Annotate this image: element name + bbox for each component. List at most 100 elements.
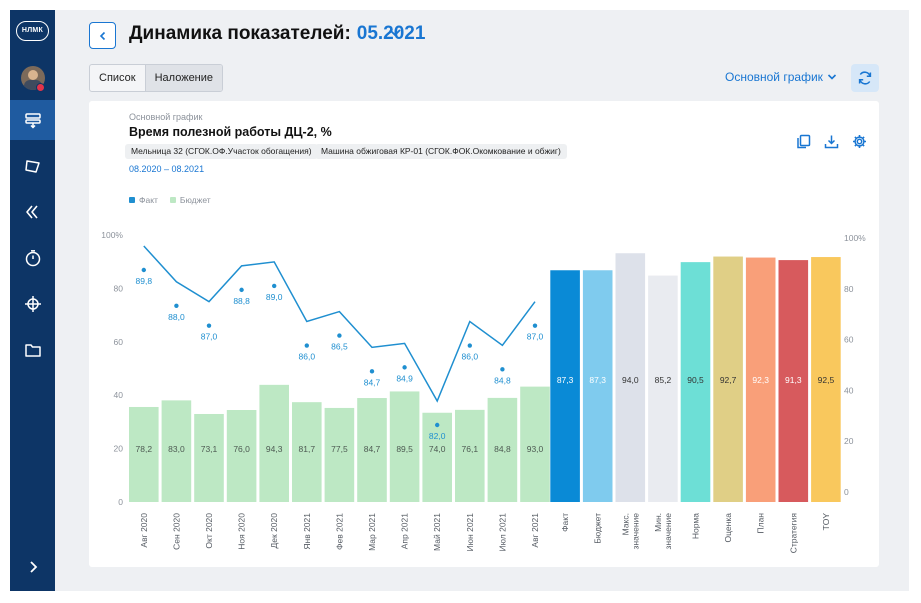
bar-value-label: 92,3 <box>752 375 769 385</box>
date-range[interactable]: 08.2020 – 08.2021 <box>129 164 205 174</box>
gear-icon <box>852 134 866 148</box>
polygon-icon <box>24 160 40 173</box>
view-switch: Список Наложение <box>89 64 224 92</box>
fact-value-label: 88,8 <box>233 296 250 306</box>
budget-bar <box>324 407 355 502</box>
sidebar-item-polygon[interactable] <box>10 146 55 186</box>
x-tick-label: Оценка <box>723 513 733 543</box>
bar-value-label: 87,3 <box>557 375 574 385</box>
avatar-face <box>28 70 38 80</box>
summary-bar <box>550 270 580 502</box>
summary-bar <box>648 275 678 502</box>
chart: 0 20 40 60 80 100% 0 20 40 60 80 100% 78,2 83,0 73,1 76… <box>101 230 866 554</box>
y-tick-label: 40 <box>114 390 124 400</box>
budget-bar <box>357 398 387 502</box>
y-tick-label: 20 <box>114 444 124 454</box>
x-tick-label: Окт 2020 <box>204 513 214 549</box>
legend-label: Факт <box>139 195 158 205</box>
crosshair-icon <box>24 296 41 312</box>
settings-button[interactable] <box>851 133 867 149</box>
bar-value-label: 85,2 <box>655 375 672 385</box>
legend-swatch <box>129 197 135 203</box>
budget-bar <box>259 384 289 502</box>
summary-bar <box>582 270 613 502</box>
bar-value-label: 74,0 <box>429 444 446 454</box>
x-tick-label: План <box>756 513 766 534</box>
budget-bar <box>422 412 452 502</box>
timer-icon <box>25 250 40 267</box>
filter-chip[interactable]: Мельница 32 (СГОК.ОФ.Участок обогащения) <box>125 144 318 159</box>
x-tick-label: значение <box>663 513 673 550</box>
fact-series-line <box>143 245 536 403</box>
fact-value-label: 82,0 <box>429 431 446 441</box>
fact-value-label: 89,8 <box>136 276 153 286</box>
summary-bar <box>811 257 841 502</box>
fact-point <box>500 367 505 372</box>
tab-overlay[interactable]: Наложение <box>144 65 223 91</box>
fact-point <box>369 369 375 374</box>
sidebar-item-crosshair[interactable] <box>10 284 55 324</box>
app-frame: НЛМК Динамика показателей: 05. <box>10 10 909 591</box>
legend-item-fact[interactable]: Факт <box>129 195 158 205</box>
bar-value-label: 76,1 <box>462 444 479 454</box>
fact-point <box>239 287 244 293</box>
bar-value-label: 76,0 <box>233 444 250 454</box>
sidebar-item-chevrons[interactable] <box>10 192 55 232</box>
x-tick-label: Фев 2021 <box>334 513 344 550</box>
logo[interactable]: НЛМК <box>16 21 49 41</box>
fact-point <box>532 323 538 328</box>
refresh-button[interactable] <box>851 64 879 92</box>
bar-value-label: 77,5 <box>331 444 348 454</box>
avatar[interactable] <box>21 66 45 90</box>
chevron-right-icon <box>29 561 37 573</box>
download-button[interactable] <box>823 133 839 149</box>
y-tick-label: 60 <box>844 335 854 345</box>
x-tick-label: Авг 2020 <box>139 513 149 548</box>
page-title: Динамика показателей: 05.2021 <box>129 23 425 45</box>
tab-list[interactable]: Список <box>99 72 136 84</box>
bar-value-label: 92,5 <box>818 375 835 385</box>
sidebar-item-folder[interactable] <box>10 330 55 370</box>
budget-bar <box>292 402 322 502</box>
back-button[interactable] <box>89 22 116 49</box>
y-tick-label: 0 <box>844 487 849 497</box>
bar-value-label: 94,0 <box>622 375 639 385</box>
folder-icon <box>24 344 41 357</box>
bar-value-label: 84,8 <box>494 444 511 454</box>
copy-button[interactable] <box>795 133 811 149</box>
legend-item-budget[interactable]: Бюджет <box>169 195 211 205</box>
filter-chip[interactable]: Машина обжиговая КР-01 (СГОК.ФОК.Окомков… <box>315 144 567 159</box>
bar-value-label: 84,7 <box>364 444 381 454</box>
sidebar-expand-button[interactable] <box>10 551 55 583</box>
x-tick-label: значение <box>630 513 640 550</box>
x-tick-label: Сен 2020 <box>171 513 181 550</box>
chevron-down-icon[interactable] <box>388 28 402 38</box>
bar-value-label: 87,3 <box>589 375 606 385</box>
x-tick-label: Июл 2021 <box>497 513 507 552</box>
bar-value-label: 91,3 <box>785 375 802 385</box>
budget-bar <box>129 406 159 502</box>
chart-card: 0 20 40 60 80 100% 0 20 40 60 80 100% 78,2 83,0 73,1 76… <box>89 101 879 567</box>
status-badge <box>36 83 45 92</box>
sidebar-item-layers[interactable] <box>10 100 55 140</box>
fact-point <box>304 343 309 348</box>
summary-bar <box>778 260 809 502</box>
bar-value-label: 81,7 <box>299 444 316 454</box>
refresh-icon <box>858 71 872 85</box>
chart-selector-label: Основной график <box>725 70 823 84</box>
fact-value-label: 84,7 <box>364 377 381 387</box>
fact-point <box>206 323 212 328</box>
chevron-left-icon <box>99 31 105 40</box>
x-tick-label: Макс. <box>620 513 630 535</box>
sidebar-item-timer[interactable] <box>10 238 55 278</box>
chevron-down-icon <box>827 74 836 80</box>
budget-bar <box>226 410 257 502</box>
period-select[interactable]: 05.2021 <box>356 23 426 44</box>
x-tick-label: Ноя 2020 <box>237 513 247 550</box>
x-tick-label: Стратегия <box>788 513 798 554</box>
x-tick-label: Бюджет <box>593 513 603 544</box>
fact-point <box>402 365 407 370</box>
bar-value-label: 93,0 <box>527 444 544 454</box>
chart-selector[interactable]: Основной график <box>725 70 837 84</box>
y-tick-label: 80 <box>114 283 124 293</box>
